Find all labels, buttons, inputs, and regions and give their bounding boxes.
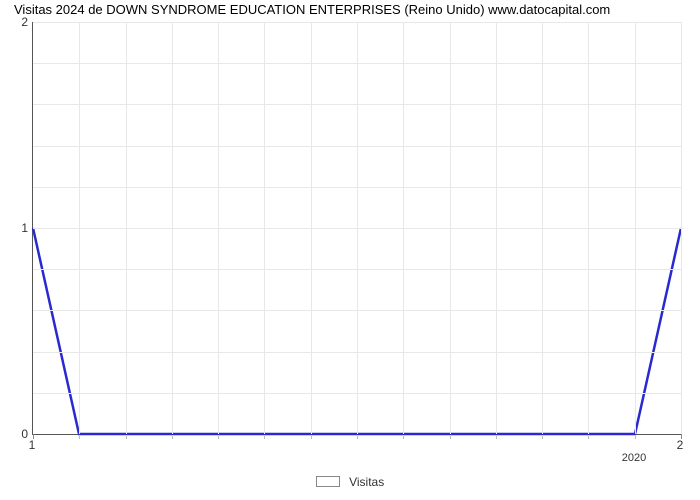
x-axis-minor-tick [311,436,312,439]
x-axis-minor-tick [496,436,497,439]
grid-line-vertical [681,22,682,434]
plot-area [32,22,681,435]
x-axis-minor-tick [450,436,451,439]
x-axis-minor-tick [635,436,636,439]
x-axis-secondary-label: 2020 [622,452,646,464]
x-axis-minor-tick [172,436,173,439]
x-axis-minor-tick [403,436,404,439]
x-axis-tick-label: 2 [677,438,684,452]
y-axis-tick-label: 2 [21,15,28,29]
grid-line-horizontal [33,187,681,188]
legend: Visitas [0,474,700,489]
legend-swatch [316,476,340,487]
y-axis-tick-label: 0 [21,427,28,441]
grid-line-horizontal [33,228,681,229]
x-axis-tick-label: 1 [29,438,36,452]
grid-line-horizontal [33,269,681,270]
x-axis-minor-tick [79,436,80,439]
x-axis-minor-tick [588,436,589,439]
grid-line-horizontal [33,104,681,105]
grid-line-horizontal [33,22,681,23]
x-axis-minor-tick [218,436,219,439]
x-axis-minor-tick [264,436,265,439]
legend-label: Visitas [349,475,384,489]
y-axis-tick-label: 1 [21,221,28,235]
grid-line-horizontal [33,310,681,311]
grid-line-horizontal [33,352,681,353]
grid-line-horizontal [33,146,681,147]
grid-line-horizontal [33,393,681,394]
chart-title: Visitas 2024 de DOWN SYNDROME EDUCATION … [14,2,610,17]
grid-line-horizontal [33,63,681,64]
chart-container: Visitas 2024 de DOWN SYNDROME EDUCATION … [0,0,700,500]
x-axis-minor-tick [357,436,358,439]
x-axis-minor-tick [126,436,127,439]
x-axis-minor-tick [542,436,543,439]
